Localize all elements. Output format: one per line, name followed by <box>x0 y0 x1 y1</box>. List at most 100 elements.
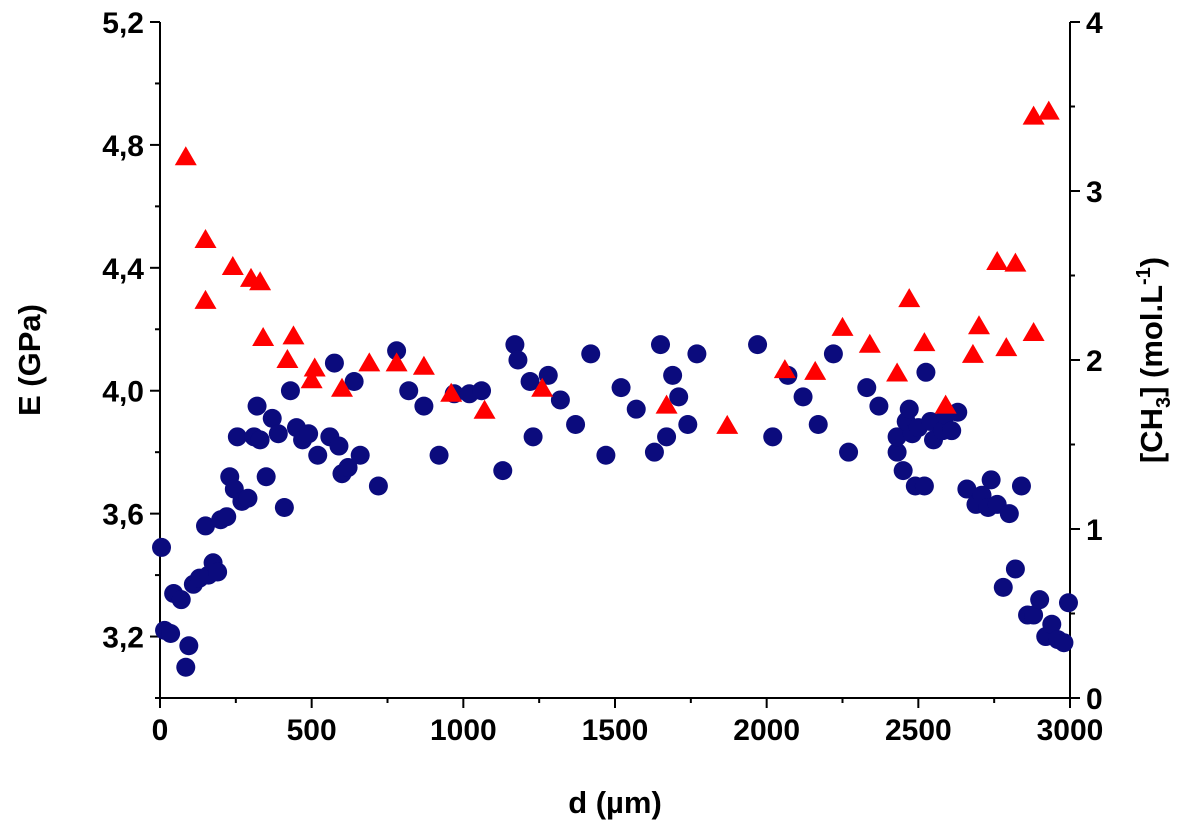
data-point-e <box>274 497 294 517</box>
data-point-e <box>344 372 364 392</box>
data-point-e <box>161 623 181 643</box>
left-tick-label: 5,2 <box>102 7 144 40</box>
data-point-e <box>152 537 172 557</box>
data-point-ch3 <box>986 250 1009 270</box>
data-point-e <box>823 344 843 364</box>
data-point-e <box>651 335 670 355</box>
bottom-axis-ticks: 0 500 1000 1500 2000 2500 3000 <box>152 698 1104 747</box>
data-point-ch3 <box>804 360 827 380</box>
data-point-e <box>999 504 1019 524</box>
data-point-ch3 <box>773 359 796 379</box>
data-point-ch3 <box>898 288 921 308</box>
data-point-e <box>748 335 768 355</box>
data-point-e <box>596 445 616 465</box>
data-point-e <box>981 470 1001 490</box>
data-point-e <box>429 445 449 465</box>
data-point-e <box>227 427 247 447</box>
data-point-e <box>763 427 783 447</box>
right-axis-title-mid: ] (mol.L <box>1134 285 1169 397</box>
data-point-ch3 <box>655 394 678 414</box>
data-point-ch3 <box>934 394 957 414</box>
right-tick-label: 0 <box>1086 683 1103 716</box>
data-point-e <box>566 415 586 435</box>
data-point-ch3 <box>282 325 305 345</box>
data-point-e <box>247 396 267 416</box>
data-point-e <box>196 516 215 536</box>
right-axis-title-main: [CH <box>1134 408 1169 463</box>
data-point-e <box>993 577 1013 597</box>
data-point-e <box>1042 614 1062 634</box>
data-point-ch3 <box>961 343 984 363</box>
data-point-ch3 <box>252 327 275 347</box>
left-tick-label: 4,4 <box>102 253 144 286</box>
data-point-e <box>869 396 889 416</box>
data-point-e <box>626 399 646 419</box>
data-point-e <box>250 430 270 450</box>
data-point-e <box>238 488 258 508</box>
data-point-ch3 <box>531 377 554 397</box>
data-point-ch3 <box>1004 252 1027 272</box>
right-tick-label: 3 <box>1086 176 1103 209</box>
data-point-e <box>687 344 707 364</box>
data-point-ch3 <box>174 146 197 166</box>
data-point-e <box>338 458 358 478</box>
data-point-e <box>793 387 813 407</box>
data-point-e <box>523 427 543 447</box>
right-axis-title-subscript: 3 <box>1153 397 1175 408</box>
data-point-e <box>1058 593 1078 613</box>
data-point-ch3 <box>221 256 244 276</box>
data-point-ch3 <box>473 399 496 419</box>
bottom-tick-label: 3000 <box>1037 714 1104 747</box>
left-tick-label: 3,2 <box>102 622 144 655</box>
data-point-e <box>472 381 492 401</box>
data-point-e <box>256 467 276 487</box>
data-point-e <box>399 381 419 401</box>
data-point-e <box>268 424 288 444</box>
data-point-e <box>387 341 407 361</box>
data-point-e <box>669 387 689 407</box>
data-point-e <box>1005 559 1025 579</box>
data-point-e <box>663 365 683 385</box>
data-point-e <box>1011 476 1031 496</box>
data-point-e <box>508 350 528 370</box>
left-tick-label: 4,8 <box>102 130 144 163</box>
data-point-ch3 <box>385 352 408 372</box>
left-tick-label: 4,0 <box>102 376 144 409</box>
data-point-e <box>942 421 962 441</box>
right-axis-ticks: 0 1 2 3 4 <box>1070 7 1103 716</box>
data-point-ch3 <box>716 414 739 434</box>
data-point-e <box>899 399 919 419</box>
data-point-e <box>308 445 328 465</box>
data-point-ch3 <box>1037 100 1060 120</box>
data-point-e <box>493 461 513 481</box>
data-point-e <box>657 427 677 447</box>
data-point-e <box>916 362 936 382</box>
data-point-e <box>887 442 907 462</box>
plot-area <box>159 22 1071 699</box>
series-ch3-markers <box>174 100 1060 434</box>
right-axis-title-superscript: -1 <box>1133 267 1155 285</box>
data-point-e <box>179 636 199 656</box>
data-point-ch3 <box>276 349 299 368</box>
data-point-e <box>324 353 344 373</box>
data-point-ch3 <box>858 333 881 353</box>
left-axis-ticks: 3,2 3,6 4,0 4,4 4,8 5,2 <box>102 7 160 699</box>
data-point-ch3 <box>995 337 1018 357</box>
data-point-e <box>280 381 300 401</box>
data-point-e <box>581 344 601 364</box>
data-point-ch3 <box>194 229 217 249</box>
data-point-e <box>887 427 907 447</box>
data-point-e <box>957 479 977 499</box>
data-point-ch3 <box>303 357 326 377</box>
right-axis-title: [CH3] (mol.L-1) <box>1133 257 1175 463</box>
data-point-e <box>808 415 828 435</box>
left-tick-label: 3,6 <box>102 499 144 532</box>
right-axis-title-end: ) <box>1134 257 1169 267</box>
left-axis-title: E (GPa) <box>12 304 47 416</box>
bottom-tick-label: 2500 <box>885 714 952 747</box>
right-tick-label: 2 <box>1086 345 1103 378</box>
data-point-e <box>550 390 570 410</box>
data-point-e <box>217 507 237 527</box>
data-point-e <box>505 335 525 355</box>
